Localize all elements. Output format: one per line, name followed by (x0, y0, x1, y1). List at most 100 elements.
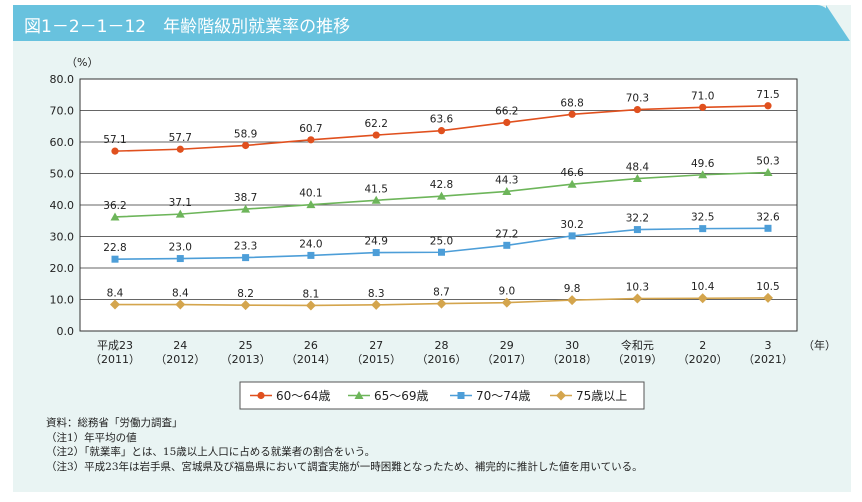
data-label: 8.1 (303, 288, 320, 300)
data-point (632, 293, 643, 304)
x-tick-label: 25 (239, 339, 253, 352)
legend-marker (354, 391, 364, 399)
legend-marker (257, 391, 265, 400)
data-label: 32.2 (626, 213, 649, 225)
data-label: 60.7 (299, 123, 322, 135)
x-tick-year: （2014） (286, 353, 336, 366)
data-point (371, 195, 381, 204)
data-point (371, 299, 382, 310)
data-label: 9.8 (564, 283, 581, 295)
x-tick-year: （2015） (351, 353, 401, 366)
x-tick-label: 29 (500, 339, 514, 352)
data-point (503, 241, 511, 249)
x-tick-label: 令和元 (621, 338, 654, 352)
data-label: 27.2 (495, 228, 518, 240)
data-point (502, 186, 512, 195)
data-point (764, 224, 772, 232)
figure-header (13, 5, 831, 41)
data-point (438, 248, 445, 256)
data-label: 49.6 (691, 158, 715, 170)
data-point (633, 105, 642, 114)
x-tick-year: （2018） (547, 353, 597, 366)
y-tick-label: 0.0 (57, 325, 75, 338)
data-point (372, 249, 380, 257)
x-tick-label: 3 (765, 339, 772, 352)
data-point (372, 131, 380, 139)
data-label: 41.5 (365, 183, 388, 195)
data-label: 22.8 (103, 242, 126, 254)
data-label: 71.0 (691, 90, 714, 102)
data-label: 37.1 (169, 197, 192, 209)
data-label: 8.2 (237, 288, 254, 300)
note-1: （注1）年平均の値 (46, 431, 137, 444)
legend-marker (556, 390, 566, 401)
x-tick-label: 24 (173, 339, 187, 352)
data-label: 36.2 (103, 200, 126, 212)
data-point (503, 118, 511, 127)
data-point (764, 102, 772, 110)
data-label: 8.4 (107, 288, 124, 300)
y-tick-label: 30.0 (50, 231, 75, 244)
data-point (307, 136, 315, 144)
data-point (567, 295, 578, 306)
data-label: 42.8 (430, 179, 453, 191)
y-tick-label: 40.0 (50, 199, 75, 212)
y-tick-label: 70.0 (50, 105, 75, 118)
data-label: 57.1 (103, 134, 126, 146)
data-point (436, 298, 447, 309)
data-point (306, 200, 316, 209)
x-tick-year: （2011） (90, 353, 140, 366)
data-label: 46.6 (560, 167, 584, 179)
y-tick-label: 60.0 (50, 136, 75, 149)
data-label: 8.7 (433, 287, 450, 299)
y-axis-label: （%） (66, 56, 98, 69)
figure-title: 図1－2－1－12 年齢階級別就業率の推移 (24, 17, 351, 37)
data-label: 23.0 (169, 242, 192, 254)
legend-label: 75歳以上 (576, 389, 627, 403)
data-point (111, 255, 119, 263)
x-tick-year: （2020） (678, 353, 728, 366)
data-point (241, 204, 251, 213)
data-point (437, 127, 446, 135)
data-label: 9.0 (498, 286, 515, 298)
data-label: 30.2 (560, 219, 583, 231)
data-point (699, 103, 707, 111)
x-tick-year: （2019） (612, 353, 662, 366)
data-point (568, 110, 576, 118)
data-point (110, 212, 120, 221)
data-point (697, 293, 708, 304)
data-point (240, 300, 251, 311)
y-tick-label: 10.0 (50, 294, 75, 307)
legend-label: 65～69歳 (374, 389, 429, 403)
data-label: 58.9 (234, 128, 257, 140)
data-point (175, 299, 186, 310)
note-2: （注2）「就業率」とは、15歳以上人口に占める就業者の割合をいう。 (46, 446, 376, 458)
data-label: 44.3 (495, 174, 518, 186)
x-tick-year: （2021） (743, 353, 793, 366)
x-tick-label: 26 (304, 339, 318, 352)
legend (239, 381, 645, 410)
data-label: 50.3 (756, 156, 779, 168)
data-point (632, 174, 642, 183)
data-label: 62.2 (365, 118, 388, 130)
data-point (110, 299, 120, 310)
data-point (699, 225, 707, 233)
data-point (437, 191, 446, 200)
data-label: 10.5 (756, 281, 779, 293)
data-point (568, 232, 576, 240)
data-point (763, 292, 773, 303)
x-tick-year: （2017） (482, 353, 532, 366)
data-label: 40.1 (299, 188, 322, 200)
data-point (633, 226, 641, 234)
data-point (111, 147, 119, 155)
data-point (175, 209, 185, 218)
data-label: 25.0 (430, 235, 453, 247)
notes: 資料：総務省「労働力調査」 （注1）年平均の値 （注2）「就業率」とは、15歳以… (46, 416, 643, 474)
data-label: 23.3 (234, 241, 257, 253)
y-tick-label: 80.0 (50, 73, 75, 86)
y-tick-label: 50.0 (50, 168, 75, 181)
data-label: 70.3 (626, 93, 649, 105)
data-label: 32.6 (756, 211, 780, 223)
data-label: 38.7 (234, 192, 257, 204)
legend-label: 70～74歳 (476, 389, 531, 403)
